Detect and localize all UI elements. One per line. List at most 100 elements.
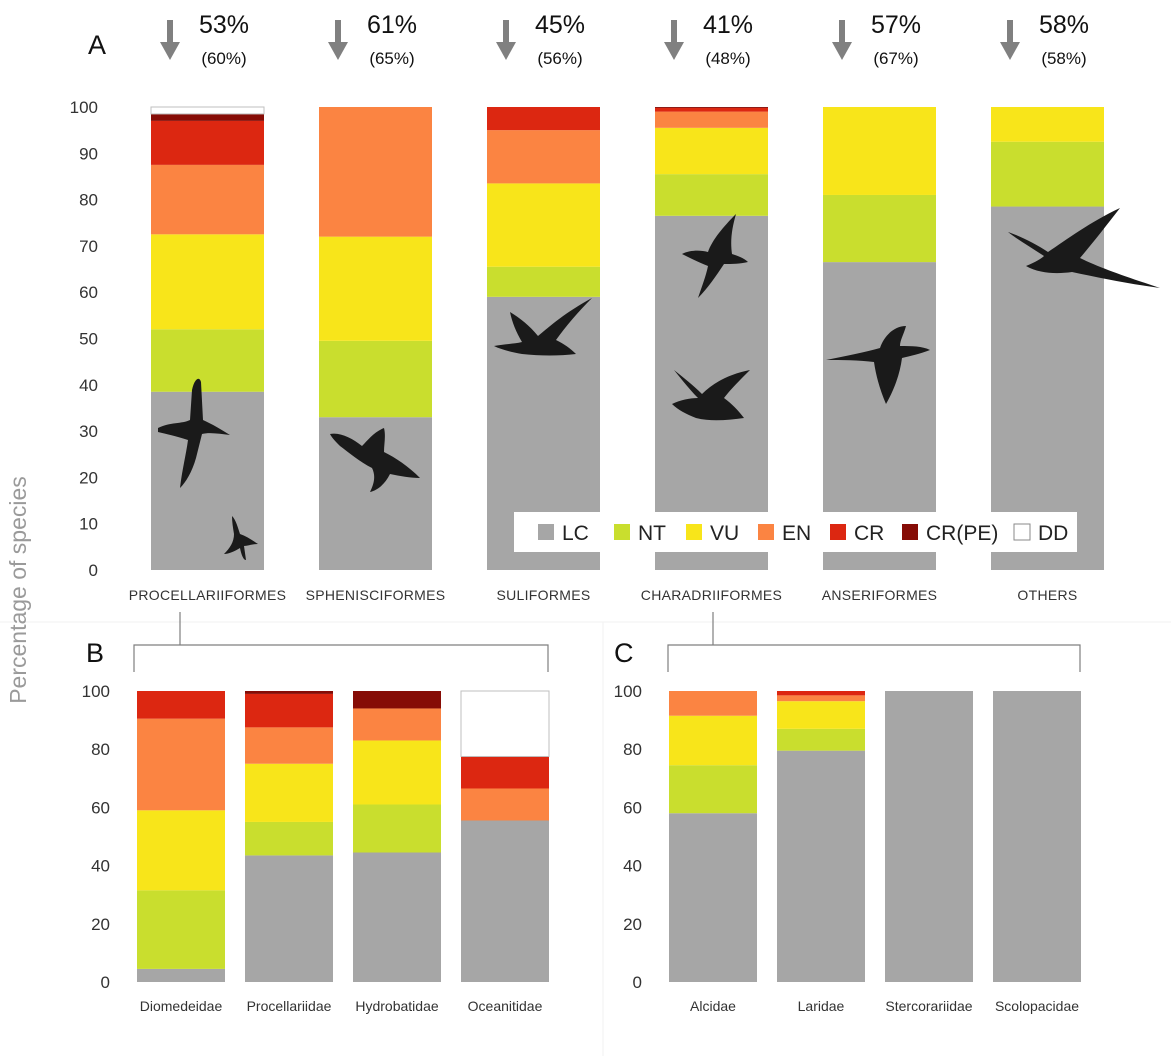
bar-segment-lc [993, 691, 1081, 982]
y-tick-label: 20 [91, 915, 110, 934]
bar-segment-cr [245, 693, 333, 728]
percent-sublabel: (56%) [537, 49, 582, 68]
y-tick-label: 30 [79, 422, 98, 441]
legend-item: VU [686, 522, 739, 545]
bar-segment-cr [151, 120, 264, 165]
y-axis-title: Percentage of species [5, 476, 31, 704]
y-tick-label: 10 [79, 515, 98, 534]
bar-segment-nt [669, 765, 757, 814]
category-label: Stercorariidae [885, 998, 972, 1014]
duck-silhouette [826, 326, 930, 404]
category-label: CHARADRIIFORMES [641, 587, 782, 603]
bar-segment-vu [991, 107, 1104, 142]
category-label: PROCELLARIIFORMES [129, 587, 287, 603]
bar-segment-en [487, 130, 600, 184]
bar-segment-vu [137, 810, 225, 891]
bar-segment-en [461, 788, 549, 821]
bar-segment-en [655, 111, 768, 128]
bar-segment-en [353, 708, 441, 741]
albatross-silhouette [158, 378, 230, 488]
y-tick-label: 100 [614, 682, 642, 701]
legend-label: VU [710, 522, 739, 545]
legend-swatch [614, 524, 630, 540]
category-label: Laridae [798, 998, 845, 1014]
legend-item: NT [614, 522, 666, 545]
bar-segment-vu [669, 715, 757, 766]
legend-box [514, 512, 1077, 552]
bar-segment-vu [353, 740, 441, 805]
legend-item: LC [538, 522, 589, 545]
gull-silhouette-lower [672, 370, 750, 421]
gannet-silhouette [494, 298, 592, 356]
percent-label: 57% [871, 11, 921, 39]
down-arrow-icon [160, 20, 180, 60]
bar-segment-en [245, 727, 333, 764]
percent-sublabel: (60%) [201, 49, 246, 68]
bird-silhouettes [158, 208, 1160, 560]
category-label: SPHENISCIFORMES [306, 587, 446, 603]
bar-segment-cr [777, 691, 865, 696]
legend-label: CR(PE) [926, 522, 998, 545]
legend-swatch [1013, 523, 1031, 541]
bar-segment-nt [655, 174, 768, 216]
y-tick-label: 60 [79, 283, 98, 302]
percent-sublabel: (48%) [705, 49, 750, 68]
legend-label: CR [854, 522, 884, 545]
legend-swatch [758, 524, 774, 540]
down-arrow-icon [328, 20, 348, 60]
bar-segment-vu [777, 701, 865, 729]
bar-segment-lc [777, 750, 865, 982]
bar-segment-cr [461, 756, 549, 789]
bar-segment-en [151, 164, 264, 235]
bar-segment-vu [151, 234, 264, 330]
category-label: Oceanitidae [468, 998, 543, 1014]
legend: LC NT VU EN CR CR(PE) DD [514, 512, 1077, 552]
bar-segment-nt [319, 340, 432, 418]
bar-segment-en [137, 718, 225, 811]
category-label: Diomedeidae [140, 998, 223, 1014]
panel-label-b: B [86, 638, 104, 668]
category-label: SULIFORMES [496, 587, 590, 603]
y-tick-label: 20 [79, 468, 98, 487]
percent-label: 61% [367, 11, 417, 39]
y-tick-label: 60 [91, 798, 110, 817]
y-tick-label: 80 [91, 740, 110, 759]
y-tick-label: 60 [623, 798, 642, 817]
panel-c-chart: 0 20 40 60 80 100 Alcidae Laridae Stercorariidae… [614, 682, 1081, 1014]
bar-segment-nt [823, 194, 936, 263]
y-tick-label: 50 [79, 330, 98, 349]
percent-label: 41% [703, 11, 753, 39]
bracket-c [667, 612, 1081, 672]
bar-segment-lc [669, 813, 757, 982]
bar-segment-lc [245, 855, 333, 982]
legend-item: CR [830, 522, 884, 545]
panel-label-c: C [614, 638, 634, 668]
legend-swatch [902, 524, 918, 540]
down-arrow-icon [664, 20, 684, 60]
bar-segment-cr [655, 107, 768, 112]
bracket-b [133, 612, 549, 672]
y-tick-label: 100 [82, 682, 110, 701]
y-tick-label: 40 [91, 857, 110, 876]
down-arrow-icon [1000, 20, 1020, 60]
category-label: OTHERS [1017, 587, 1077, 603]
category-label: Hydrobatidae [355, 998, 438, 1014]
bar-segment-en [319, 107, 432, 237]
legend-label: LC [562, 522, 589, 545]
y-tick-label: 80 [79, 191, 98, 210]
bar-segment-lc [461, 820, 549, 982]
bar-segment-en [669, 691, 757, 716]
tropicbird-silhouette [1008, 208, 1160, 288]
bar-segment-vu [655, 127, 768, 175]
category-label: Scolopacidae [995, 998, 1079, 1014]
y-tick-label: 80 [623, 740, 642, 759]
bar-segment-vu [487, 183, 600, 267]
panel-b-chart: 0 20 40 60 80 100 Diomedeidae Procellariidae Hyd… [82, 682, 550, 1014]
y-tick-label: 0 [89, 561, 98, 580]
bar-segment-vu [823, 107, 936, 195]
bar-segment-dd [460, 690, 550, 757]
bar-segment-vu [319, 236, 432, 341]
penguin-silhouette [330, 428, 420, 492]
small-petrel-silhouette [224, 516, 258, 560]
